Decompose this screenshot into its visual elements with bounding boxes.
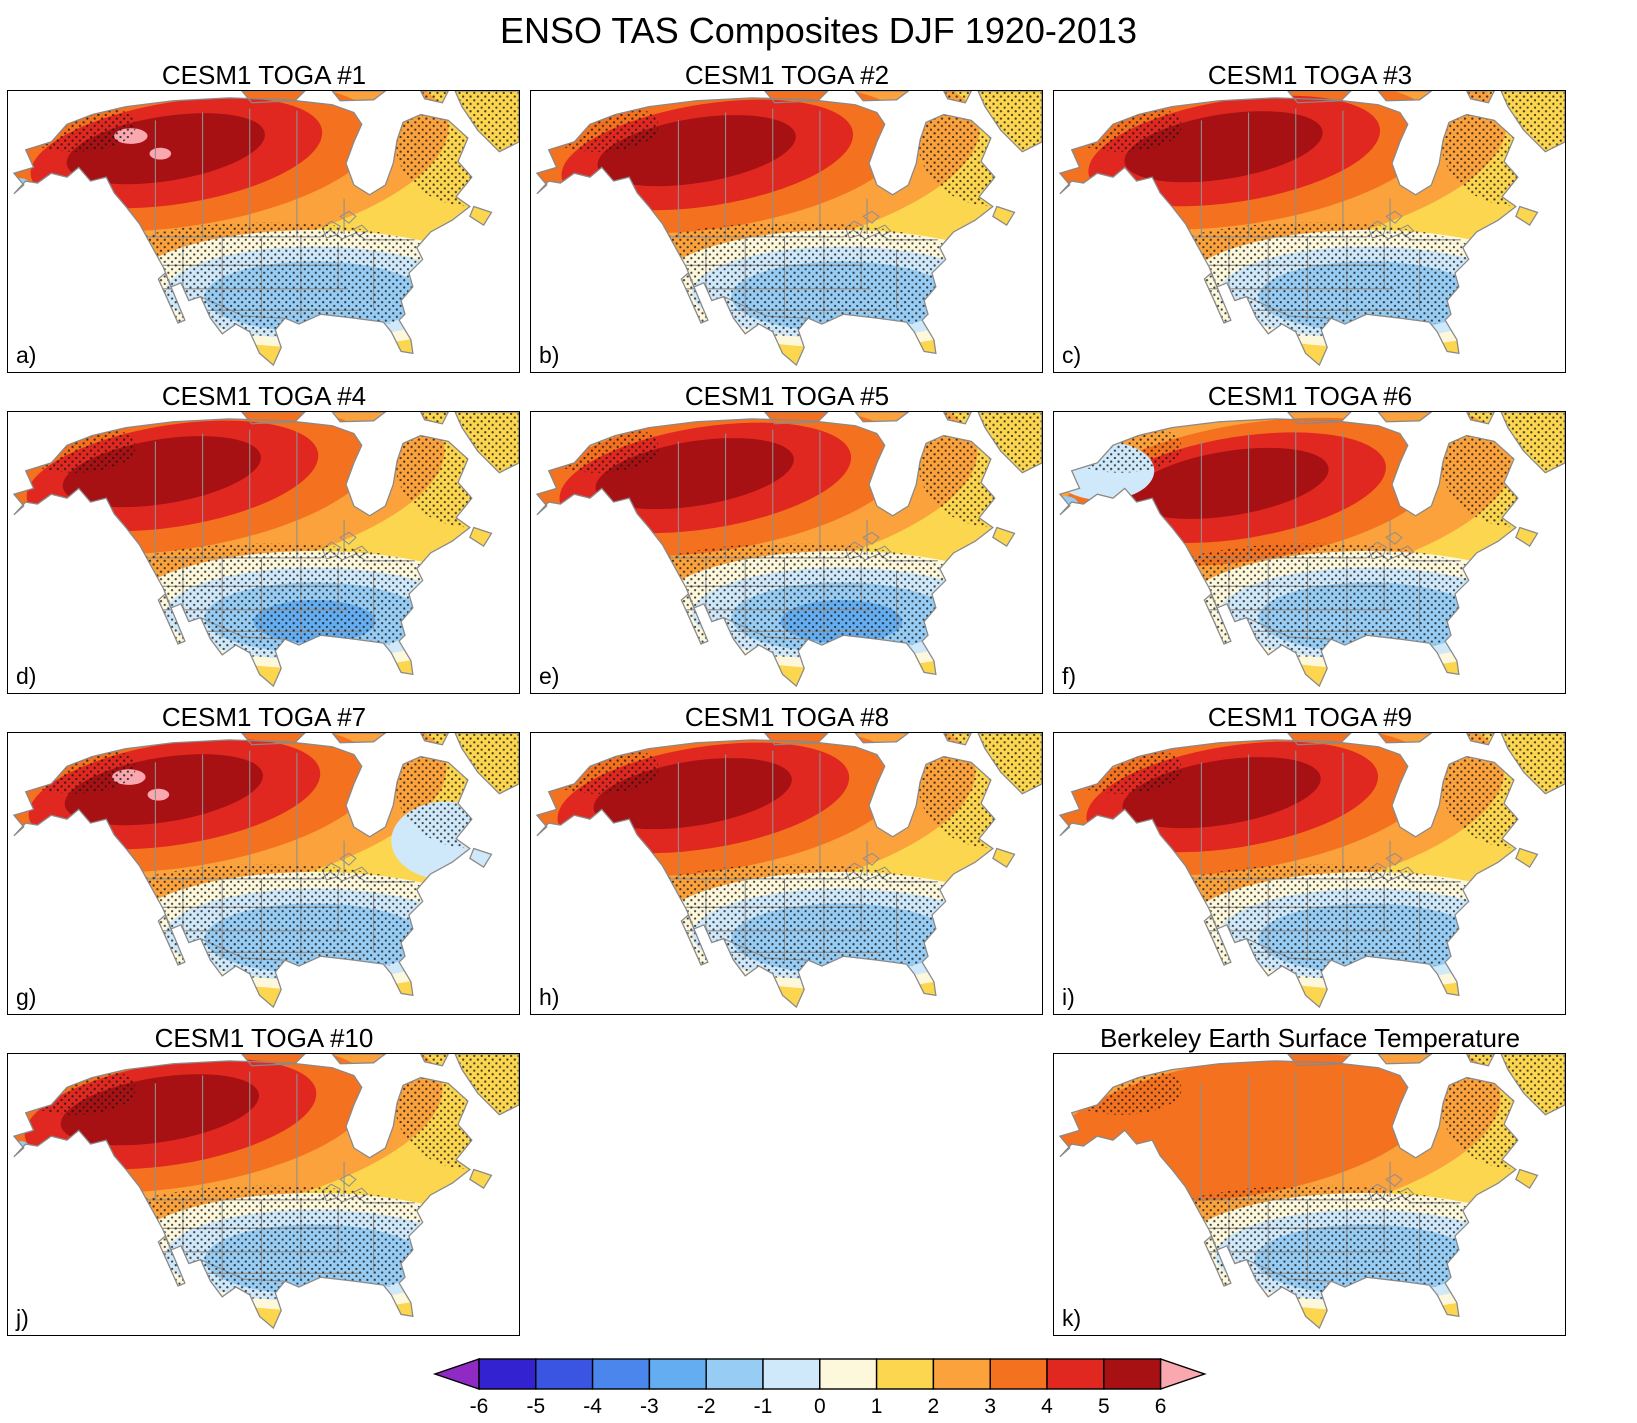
colorbar-segment (648, 1358, 707, 1390)
map-box: b) (530, 90, 1043, 373)
panel-letter: f) (1062, 663, 1077, 689)
colorbar-segment (534, 1358, 593, 1390)
colorbar-tick: -5 (526, 1395, 545, 1418)
panel-letter: j) (16, 1305, 29, 1331)
figure-title: ENSO TAS Composites DJF 1920-2013 (500, 10, 1137, 51)
panel-g: CESM1 TOGA #7 g) (7, 702, 521, 1015)
panel-e: CESM1 TOGA #5 e) (530, 381, 1044, 694)
map-box: i) (1053, 732, 1566, 1015)
colorbar-tick: 4 (1041, 1395, 1053, 1418)
panel-letter: b) (539, 342, 560, 368)
map-canvas (535, 733, 1042, 1009)
panel-letter: c) (1062, 342, 1082, 368)
panel-letter: a) (16, 342, 37, 368)
map-box: j) (7, 1053, 520, 1336)
panel-i: CESM1 TOGA #9 i) (1053, 702, 1567, 1015)
panel-title: CESM1 TOGA #1 (161, 60, 367, 90)
panel-letter: i) (1062, 984, 1075, 1010)
map-canvas (1058, 412, 1565, 688)
colorbar-tick: -6 (469, 1395, 488, 1418)
colorbar-over-arrow (1159, 1358, 1207, 1390)
panel-title: CESM1 TOGA #5 (684, 381, 890, 411)
panel-d: CESM1 TOGA #4 d) (7, 381, 521, 694)
colorbar-tick: 2 (927, 1395, 939, 1418)
colorbar-tick: 5 (1097, 1395, 1109, 1418)
map-box: e) (530, 411, 1043, 694)
panel-title: CESM1 TOGA #4 (161, 381, 367, 411)
colorbar-tick: 1 (870, 1395, 882, 1418)
colorbar-segment (761, 1358, 820, 1390)
map-box: c) (1053, 90, 1566, 373)
panel-k: Berkeley Earth Surface Temperature k) (1053, 1023, 1567, 1336)
colorbar-segment (1045, 1358, 1104, 1390)
colorbar-canvas: -6 -5 -4 -3 -2 -1 0 1 2 3 4 5 6 (432, 1358, 1207, 1418)
panel-title: CESM1 TOGA #7 (161, 702, 367, 732)
colorbar: -6 -5 -4 -3 -2 -1 0 1 2 3 4 5 6 (419, 1354, 1219, 1423)
panel-j: CESM1 TOGA #10 j) (7, 1023, 521, 1336)
panel-letter: g) (16, 984, 37, 1010)
colorbar-segment (818, 1358, 877, 1390)
panel-h: CESM1 TOGA #8 h) (530, 702, 1044, 1015)
colorbar-segment (591, 1358, 650, 1390)
panel-f: CESM1 TOGA #6 f) (1053, 381, 1567, 694)
panel-title: CESM1 TOGA #10 (154, 1023, 374, 1053)
colorbar-segment (932, 1358, 991, 1390)
panel-grid: CESM1 TOGA #1 a) CESM1 TOGA #2 b) CESM1 TOGA… (7, 60, 1637, 1336)
panel-letter: e) (539, 663, 560, 689)
colorbar-segment (875, 1358, 934, 1390)
map-box: a) (7, 90, 520, 373)
panel-a: CESM1 TOGA #1 a) (7, 60, 521, 373)
panel-title: Berkeley Earth Surface Temperature (1099, 1023, 1521, 1053)
map-canvas (12, 412, 519, 688)
map-box: d) (7, 411, 520, 694)
panel-c: CESM1 TOGA #3 c) (1053, 60, 1567, 373)
panel-b: CESM1 TOGA #2 b) (530, 60, 1044, 373)
map-box: k) (1053, 1053, 1566, 1336)
map-box: h) (530, 732, 1043, 1015)
colorbar-segment (989, 1358, 1048, 1390)
colorbar-tick: -1 (753, 1395, 772, 1418)
colorbar-tick: -3 (640, 1395, 659, 1418)
map-canvas (535, 91, 1042, 367)
map-box: g) (7, 732, 520, 1015)
empty-cell (530, 1023, 1044, 1304)
colorbar-under-arrow (432, 1358, 480, 1390)
colorbar-tick: -4 (583, 1395, 602, 1418)
colorbar-segment (1102, 1358, 1161, 1390)
colorbar-tick: 6 (1154, 1395, 1166, 1418)
map-canvas (1058, 733, 1565, 1009)
colorbar-segment (705, 1358, 764, 1390)
panel-title: CESM1 TOGA #2 (684, 60, 890, 90)
panel-letter: d) (16, 663, 37, 689)
panel-title: CESM1 TOGA #6 (1207, 381, 1413, 411)
map-box: f) (1053, 411, 1566, 694)
colorbar-segment (477, 1358, 536, 1390)
map-canvas (12, 733, 519, 1009)
colorbar-tick: -2 (696, 1395, 715, 1418)
panel-letter: k) (1062, 1305, 1082, 1331)
panel-title: CESM1 TOGA #9 (1207, 702, 1413, 732)
map-canvas (1058, 91, 1565, 367)
colorbar-tick: 3 (984, 1395, 996, 1418)
panel-letter: h) (539, 984, 560, 1010)
map-canvas (12, 1054, 519, 1330)
panel-title: CESM1 TOGA #3 (1207, 60, 1413, 90)
colorbar-tick: 0 (813, 1395, 825, 1418)
map-canvas (535, 412, 1042, 688)
map-canvas (1058, 1054, 1565, 1330)
map-canvas (12, 91, 519, 367)
panel-title: CESM1 TOGA #8 (684, 702, 890, 732)
